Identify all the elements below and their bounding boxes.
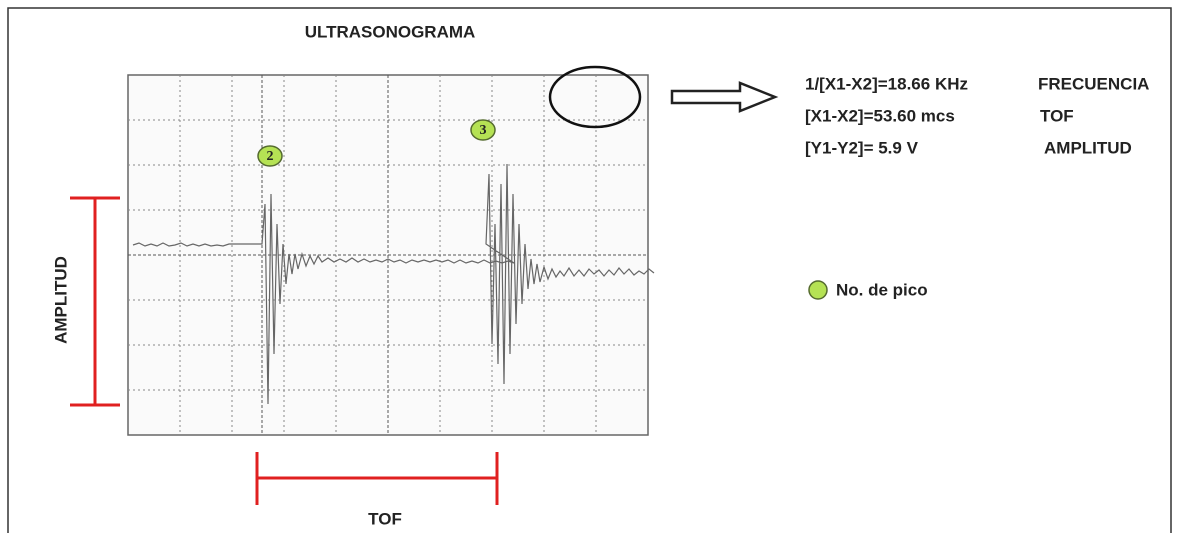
legend-label: No. de pico	[836, 280, 928, 299]
measurement-label: AMPLITUD	[1044, 138, 1132, 157]
peak-label: 3	[480, 123, 487, 138]
tof-label: TOF	[368, 509, 402, 528]
oscilloscope-screen	[128, 75, 654, 435]
peak-marker: 2	[258, 146, 282, 166]
title: ULTRASONOGRAMA	[305, 22, 476, 41]
peak-label: 2	[267, 149, 274, 164]
figure: ULTRASONOGRAMA 2 3 AMPLITUD TOF 1/[X1-X2	[0, 0, 1179, 533]
measurement-label: TOF	[1040, 106, 1074, 125]
measurement-formula: [X1-X2]=53.60 mcs	[805, 106, 955, 125]
measurement-formula: 1/[X1-X2]=18.66 KHz	[805, 74, 968, 93]
peak-marker: 3	[471, 120, 495, 140]
measurement-formula: [Y1-Y2]= 5.9 V	[805, 138, 919, 157]
measurement-label: FRECUENCIA	[1038, 74, 1149, 93]
amplitude-label: AMPLITUD	[51, 256, 70, 344]
legend-swatch	[809, 281, 827, 299]
